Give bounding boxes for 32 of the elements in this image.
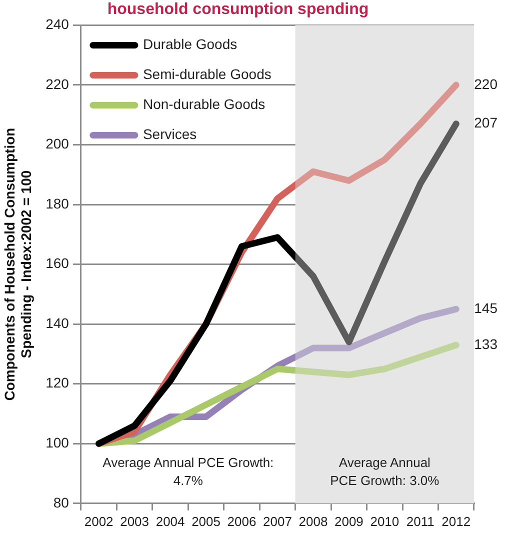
- chart-title: household consumption spending: [107, 1, 369, 18]
- x-tick-label: 2003: [120, 514, 150, 529]
- y-tick-label: 200: [46, 136, 70, 152]
- y-axis-title: Components of Household Consumption Spending - Index:2002 = 100: [1, 128, 34, 401]
- band-label: Average Annual PCE Growth: 3.0%: [330, 454, 440, 488]
- legend-label: Non-durable Goods: [142, 96, 266, 112]
- annotation: Average Annual PCE Growth: 4.7%: [102, 454, 274, 488]
- data-label: 220: [474, 76, 498, 92]
- x-tick-label: 2008: [298, 514, 328, 529]
- data-label: 133: [474, 336, 498, 352]
- legend-label: Services: [142, 126, 197, 142]
- y-tick-label: 220: [46, 76, 70, 92]
- y-tick-label: 180: [46, 195, 70, 212]
- y-tick-label: 80: [53, 494, 70, 510]
- x-tick-label: 2005: [192, 514, 220, 529]
- x-tick-label: 2011: [406, 514, 434, 529]
- y-tick-label: 160: [46, 255, 70, 272]
- y-tick-label: 140: [46, 314, 70, 331]
- x-tick-label: 2004: [156, 514, 185, 529]
- data-label: 207: [474, 114, 498, 131]
- x-tick-label: 2010: [370, 514, 400, 529]
- data-label: 145: [474, 300, 498, 316]
- x-tick-label: 2012: [442, 514, 471, 529]
- legend-label: Durable Goods: [142, 36, 238, 52]
- legend-label: Semi-durable Goods: [142, 66, 272, 82]
- y-tick-label: 100: [46, 434, 70, 450]
- x-tick-label: 2009: [334, 514, 364, 529]
- y-tick-label: 120: [46, 374, 70, 391]
- y-tick-label: 240: [46, 16, 70, 32]
- x-tick-label: 2002: [84, 514, 114, 529]
- x-tick-label: 2007: [263, 514, 292, 529]
- x-tick-label: 2006: [227, 514, 256, 529]
